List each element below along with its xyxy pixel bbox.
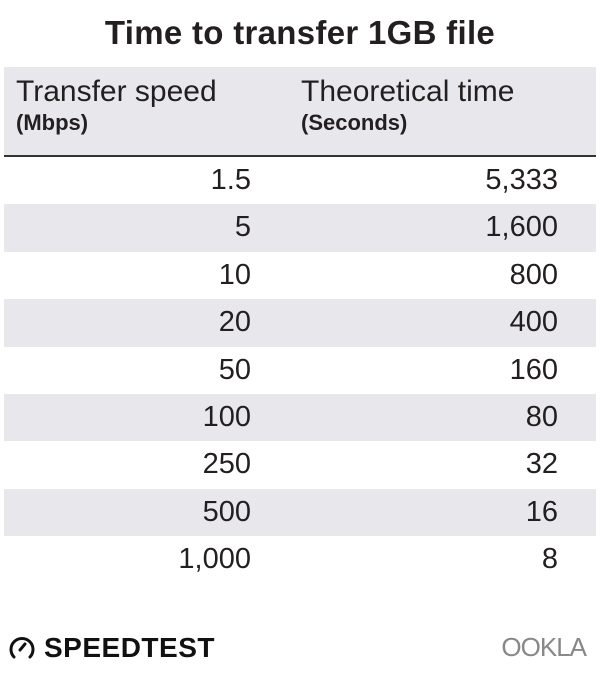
table-row: 50 160 — [4, 347, 596, 394]
ookla-logo: OOKLA — [501, 632, 587, 662]
column-header-speed: Transfer speed (Mbps) — [16, 75, 217, 137]
time-cell: 16 — [525, 495, 558, 528]
table-row: 10 800 — [4, 252, 596, 299]
speed-cell: 10 — [218, 258, 251, 291]
column-header-time: Theoretical time (Seconds) — [301, 75, 514, 137]
table-row: 500 16 — [4, 488, 596, 537]
speed-cell: 1,000 — [178, 543, 251, 576]
table-row: 1.5 5,333 — [4, 157, 596, 204]
chart-title: Time to transfer 1GB file — [104, 14, 496, 51]
table-row: 20 400 — [4, 299, 596, 347]
table-row: 100 80 — [4, 393, 596, 442]
table-header: Transfer speed (Mbps) Theoretical time (… — [4, 67, 596, 157]
time-cell: 1,600 — [485, 211, 558, 244]
speedtest-wordmark: SPEEDTEST — [44, 632, 215, 663]
time-cell: 80 — [525, 400, 558, 433]
column-header-label: Transfer speed — [16, 75, 217, 108]
speed-cell: 500 — [202, 495, 251, 528]
transfer-time-table: Transfer speed (Mbps) Theoretical time (… — [4, 67, 596, 584]
speed-cell: 20 — [218, 306, 251, 339]
speed-cell: 50 — [218, 353, 251, 386]
footer: SPEEDTEST OOKLA — [0, 628, 600, 668]
speedtest-logo: SPEEDTEST — [8, 632, 215, 664]
column-header-unit: (Seconds) — [301, 110, 408, 135]
speed-cell: 100 — [202, 400, 251, 433]
table-body: 1.5 5,333 5 1,600 10 800 20 400 50 160 100 80 250 32 5… — [4, 157, 596, 584]
table-row: 250 32 — [4, 441, 596, 488]
time-cell: 8 — [541, 543, 558, 576]
time-cell: 5,333 — [485, 164, 558, 196]
column-header-unit: (Mbps) — [16, 110, 89, 135]
time-cell: 160 — [509, 353, 558, 386]
table-row: 1,000 8 — [4, 536, 596, 583]
speed-cell: 1.5 — [210, 164, 251, 196]
table-row: 5 1,600 — [4, 204, 596, 252]
time-cell: 32 — [525, 448, 558, 481]
speed-cell: 250 — [202, 448, 251, 481]
time-cell: 800 — [509, 258, 558, 291]
column-header-label: Theoretical time — [301, 75, 515, 108]
speedometer-icon — [9, 637, 35, 659]
time-cell: 400 — [509, 306, 558, 339]
speed-cell: 5 — [234, 211, 251, 244]
